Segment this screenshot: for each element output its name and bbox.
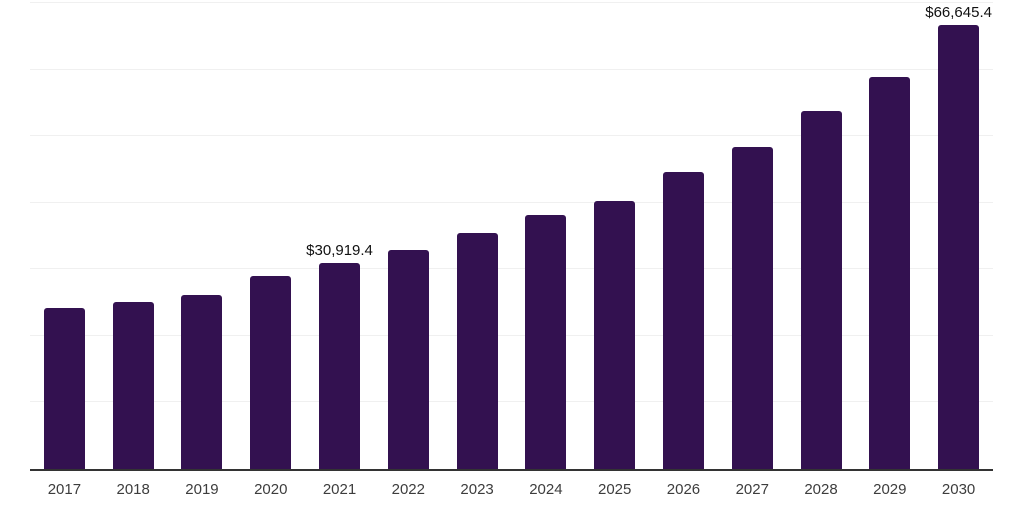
bar-2017[interactable]	[43, 307, 85, 469]
gridline-10000	[30, 401, 993, 403]
x-axis-line	[30, 469, 993, 471]
gridline-50000	[30, 135, 993, 137]
x-tick-label-2029: 2029	[873, 481, 907, 498]
data-label-2030: $66,645.4	[925, 4, 992, 22]
gridline-20000	[30, 334, 993, 336]
bar-2021[interactable]	[319, 263, 361, 469]
x-tick-label-2028: 2028	[804, 481, 838, 498]
bar-2027[interactable]	[731, 146, 773, 469]
x-tick-label-2027: 2027	[735, 481, 769, 498]
bar-2025[interactable]	[594, 201, 636, 469]
gridline-60000	[30, 68, 993, 70]
bar-2030[interactable]	[938, 25, 980, 469]
x-tick-label-2023: 2023	[460, 481, 494, 498]
bar-2022[interactable]	[387, 249, 429, 469]
plot-area: $30,919.4 $66,645.4	[30, 2, 993, 469]
x-tick-label-2025: 2025	[597, 481, 632, 498]
gridline-30000	[30, 268, 993, 270]
x-tick-label-2020: 2020	[254, 481, 288, 498]
bar-2018[interactable]	[112, 301, 154, 469]
bar-2023[interactable]	[456, 233, 498, 469]
x-tick-label-2030: 2030	[941, 481, 976, 498]
x-tick-label-2021: 2021	[322, 481, 357, 498]
bar-2026[interactable]	[662, 172, 704, 469]
data-label-2021: $30,919.4	[306, 242, 373, 260]
x-tick-label-2019: 2019	[185, 481, 219, 498]
bar-2028[interactable]	[800, 110, 842, 469]
gridline-40000	[30, 201, 993, 203]
bar-2024[interactable]	[525, 215, 567, 469]
x-tick-label-2018: 2018	[116, 481, 150, 498]
gridline-70000	[30, 2, 993, 3]
x-tick-label-2026: 2026	[666, 481, 701, 498]
bar-2029[interactable]	[869, 76, 911, 469]
x-tick-label-2022: 2022	[391, 481, 425, 498]
bar-2019[interactable]	[181, 295, 223, 469]
x-tick-label-2024: 2024	[529, 481, 563, 498]
bar-2020[interactable]	[250, 275, 292, 469]
x-tick-label-2017: 2017	[47, 481, 82, 498]
